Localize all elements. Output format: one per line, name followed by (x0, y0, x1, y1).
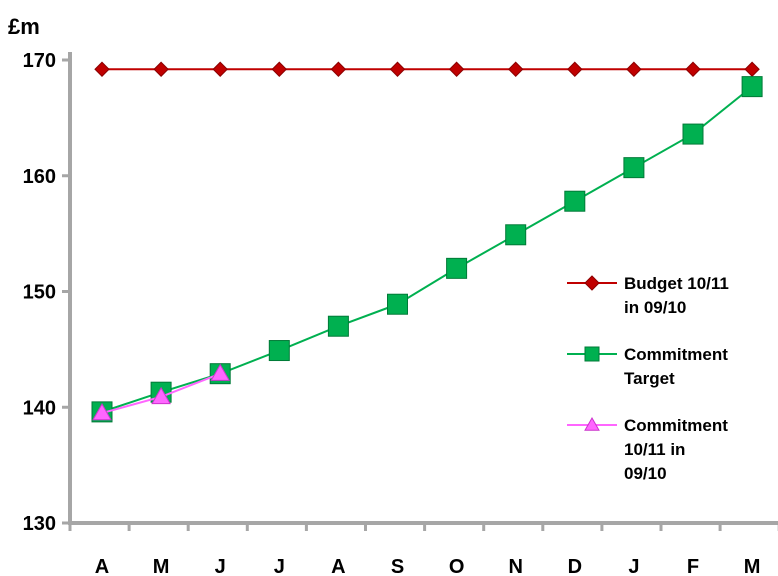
data-point (212, 61, 228, 77)
x-tick-label: A (331, 556, 345, 576)
data-point (210, 363, 231, 381)
legend-label: 09/10 (624, 464, 667, 483)
data-point (327, 315, 349, 337)
x-tick-label: S (391, 556, 404, 576)
data-point (271, 61, 288, 77)
legend-label: Target (624, 369, 675, 388)
legend-entry: Budget 10/11 in 09/10 (567, 274, 729, 317)
series-layer (91, 61, 763, 423)
data-point (92, 403, 112, 421)
x-tick-label: A (95, 556, 109, 576)
axes: 130 140 150 160 170 A M J J A S O N D J F M (23, 50, 778, 576)
legend-label: Budget 10/11 (624, 274, 729, 293)
data-point (567, 61, 583, 77)
x-tick-label: J (215, 556, 226, 576)
y-unit-label: £m (8, 14, 40, 39)
data-point (153, 61, 169, 77)
data-point (387, 293, 408, 315)
data-point (446, 257, 468, 279)
legend-label: 10/11 in (624, 440, 685, 459)
data-point (94, 61, 110, 77)
x-tick-label: N (508, 556, 522, 576)
data-point (389, 61, 406, 77)
data-point (685, 61, 701, 77)
legend-label: Commitment (624, 345, 728, 364)
data-point (626, 61, 642, 77)
y-tick-label: 160 (23, 166, 56, 188)
legend-entry: Commitment Target (567, 345, 728, 388)
x-tick-label: O (449, 556, 465, 576)
data-point (507, 61, 524, 77)
data-point (330, 61, 347, 77)
data-point (744, 61, 760, 77)
data-point (741, 76, 763, 98)
x-tick-label: F (687, 556, 699, 576)
x-tick-label: M (744, 556, 761, 576)
legend-marker (584, 416, 600, 431)
series-0 (94, 61, 760, 77)
series-2 (92, 363, 231, 421)
legend-marker (584, 346, 600, 362)
data-point (505, 224, 527, 246)
x-tick-label: M (153, 556, 170, 576)
y-tick-label: 130 (23, 513, 56, 535)
x-tick-label: D (568, 556, 582, 576)
data-point (564, 190, 586, 212)
data-point (448, 61, 465, 77)
data-point (151, 386, 171, 405)
legend-marker (584, 275, 600, 291)
y-tick-label: 140 (23, 397, 56, 419)
data-point (682, 123, 704, 145)
x-tick-label: J (628, 556, 639, 576)
x-tick-label: J (274, 556, 285, 576)
legend-label: Commitment (624, 416, 728, 435)
data-point (623, 157, 645, 179)
data-point (268, 340, 290, 362)
legend-label: in 09/10 (624, 298, 686, 317)
legend-entry: Commitment 10/11 in 09/10 (567, 416, 728, 483)
y-tick-label: 170 (23, 50, 56, 72)
y-tick-label: 150 (23, 282, 56, 304)
